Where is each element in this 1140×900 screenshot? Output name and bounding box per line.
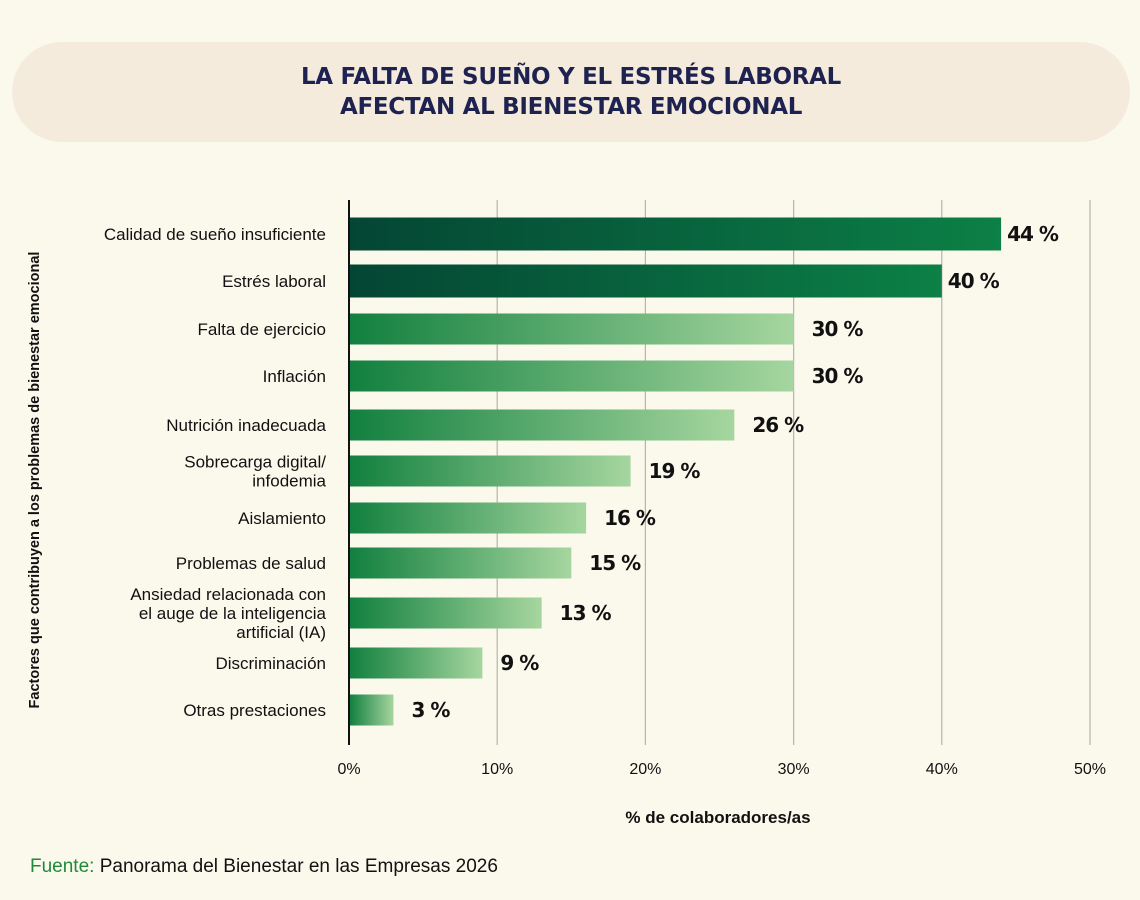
source-label: Fuente: [30,856,95,877]
x-tick-label: 40% [926,761,958,778]
data-label: 13 % [560,601,612,625]
x-tick-label: 10% [481,761,513,778]
data-label: 9 % [500,651,539,675]
title-line-1: LA FALTA DE SUEÑO Y EL ESTRÉS LABORAL [300,64,842,90]
bar [350,502,587,534]
y-axis-label: Factores que contribuyen a los problemas… [27,251,43,709]
category-label: Otras prestaciones [183,701,326,720]
x-tick-label: 0% [337,761,360,778]
data-label: 16 % [604,506,656,530]
title-line-2: AFECTAN AL BIENESTAR EMOCIONAL [339,94,803,120]
data-label: 40 % [948,269,1000,293]
category-label: Inflación [263,367,326,386]
bar [350,647,483,679]
category-label: Problemas de salud [176,554,326,573]
category-label: Discriminación [215,654,326,673]
bar [350,455,631,487]
bar [350,217,1002,251]
bar [350,409,735,441]
x-tick-label: 50% [1074,761,1106,778]
data-label: 26 % [752,413,804,437]
bar [350,597,542,629]
data-label: 3 % [411,698,450,722]
category-label: Ansiedad relacionada con el auge de la in… [130,585,326,642]
bar [350,313,794,345]
category-label: Estrés laboral [222,272,326,291]
data-label: 30 % [812,364,864,388]
category-label: Falta de ejercicio [197,320,326,339]
data-label: 19 % [649,459,701,483]
source-text: Panorama del Bienestar en las Empresas 2… [99,856,498,877]
category-label: Nutrición inadecuada [166,416,326,435]
bar [350,547,572,579]
bar [350,264,942,298]
category-label: Sobrecarga digital/infodemia [184,453,326,491]
title-banner: LA FALTA DE SUEÑO Y EL ESTRÉS LABORAL AF… [12,42,1130,142]
data-label: 44 % [1007,222,1059,246]
category-label: Aislamiento [238,509,326,528]
source-note: Fuente: Panorama del Bienestar en las Em… [30,856,498,878]
bar [350,694,394,726]
x-tick-label: 30% [778,761,810,778]
x-axis-label: % de colaboradores/as [625,808,811,827]
category-label: Calidad de sueño insuficiente [104,225,326,244]
data-label: 30 % [812,317,864,341]
x-tick-label: 20% [629,761,661,778]
data-label: 15 % [589,551,641,575]
bar [350,360,794,392]
